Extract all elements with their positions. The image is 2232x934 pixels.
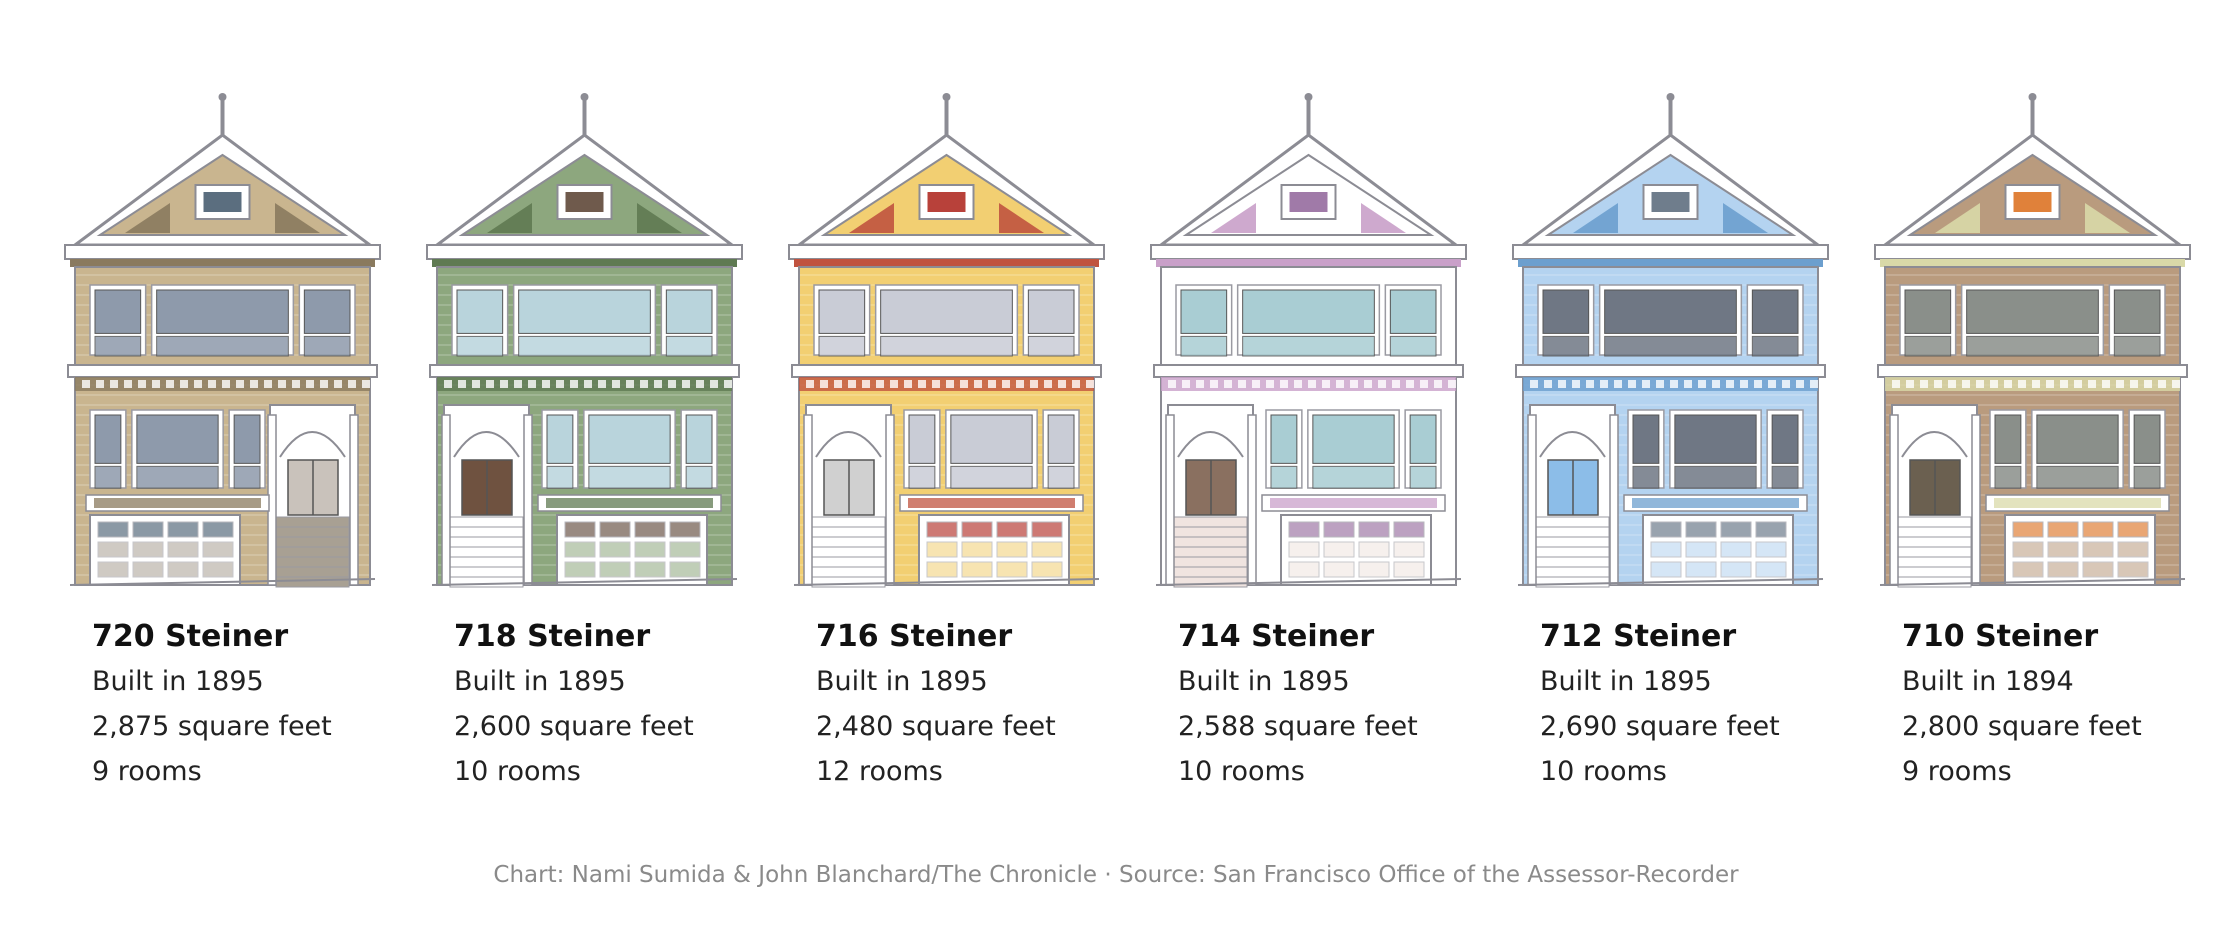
house-card: 714 Steiner Built in 1895 2,588 square f…	[1146, 0, 1508, 800]
house-drawing	[426, 93, 743, 588]
house-built-year: Built in 1895	[816, 666, 988, 697]
house-square-feet: 2,875 square feet	[92, 711, 332, 742]
house-drawing	[1150, 93, 1467, 588]
house-info: 712 Steiner Built in 1895 2,690 square f…	[1540, 615, 1870, 794]
house-square-feet: 2,800 square feet	[1902, 711, 2142, 742]
house-address: 712 Steiner	[1540, 619, 1737, 654]
house-address: 718 Steiner	[454, 619, 651, 654]
house-card: 718 Steiner Built in 1895 2,600 square f…	[422, 0, 784, 800]
house-card: 716 Steiner Built in 1895 2,480 square f…	[784, 0, 1146, 800]
house-rooms: 10 rooms	[1178, 756, 1305, 787]
house-drawing	[1512, 93, 1829, 588]
house-address: 710 Steiner	[1902, 619, 2099, 654]
house-drawing	[64, 93, 381, 588]
house-square-feet: 2,690 square feet	[1540, 711, 1780, 742]
house-built-year: Built in 1895	[1540, 666, 1712, 697]
house-info: 720 Steiner Built in 1895 2,875 square f…	[92, 615, 422, 794]
house-rooms: 12 rooms	[816, 756, 943, 787]
house-rooms: 9 rooms	[1902, 756, 2012, 787]
house-card: 710 Steiner Built in 1894 2,800 square f…	[1870, 0, 2232, 800]
house-rooms: 10 rooms	[454, 756, 581, 787]
chart-credit: Chart: Nami Sumida & John Blanchard/The …	[493, 862, 1739, 888]
house-rooms: 10 rooms	[1540, 756, 1667, 787]
house-card: 712 Steiner Built in 1895 2,690 square f…	[1508, 0, 1870, 800]
house-square-feet: 2,480 square feet	[816, 711, 1056, 742]
house-address: 720 Steiner	[92, 619, 289, 654]
house-drawing	[1874, 93, 2191, 588]
house-info: 714 Steiner Built in 1895 2,588 square f…	[1178, 615, 1508, 794]
house-info: 718 Steiner Built in 1895 2,600 square f…	[454, 615, 784, 794]
house-info: 716 Steiner Built in 1895 2,480 square f…	[816, 615, 1146, 794]
house-built-year: Built in 1895	[454, 666, 626, 697]
house-built-year: Built in 1894	[1902, 666, 2074, 697]
house-built-year: Built in 1895	[92, 666, 264, 697]
house-rooms: 9 rooms	[92, 756, 202, 787]
house-address: 716 Steiner	[816, 619, 1013, 654]
house-square-feet: 2,588 square feet	[1178, 711, 1418, 742]
house-address: 714 Steiner	[1178, 619, 1375, 654]
house-drawing	[788, 93, 1105, 588]
house-card: 720 Steiner Built in 1895 2,875 square f…	[60, 0, 422, 800]
house-built-year: Built in 1895	[1178, 666, 1350, 697]
house-info: 710 Steiner Built in 1894 2,800 square f…	[1902, 615, 2232, 794]
house-square-feet: 2,600 square feet	[454, 711, 694, 742]
